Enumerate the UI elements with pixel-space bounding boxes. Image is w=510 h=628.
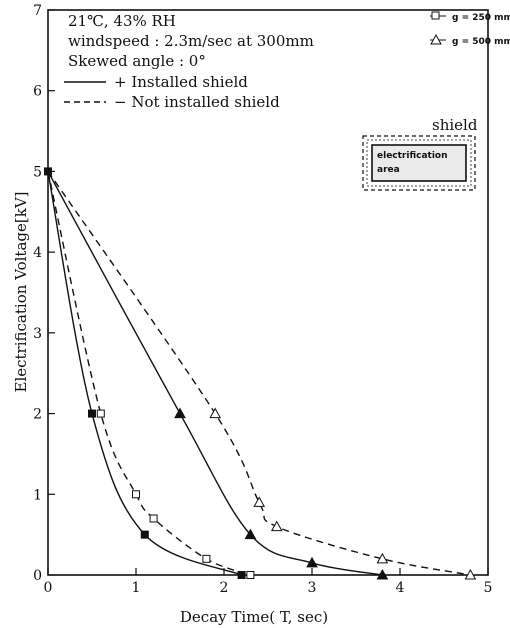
data-point-square (88, 409, 96, 418)
data-point-triangle (376, 568, 389, 580)
data-point-triangle (376, 552, 389, 564)
series-line-1 (47, 171, 251, 576)
markers (44, 167, 477, 580)
inset-shield-inner-outline (366, 139, 472, 187)
open-square-icon (431, 11, 440, 20)
x-tick-label: 2 (220, 580, 229, 596)
data-point-triangle (244, 528, 257, 540)
plot-frame (47, 9, 489, 576)
legend-installed-shield: + Installed shield (114, 73, 248, 91)
data-point-square (202, 554, 211, 563)
data-point-square (246, 571, 255, 579)
data-point-start (44, 167, 52, 176)
data-point-triangle (253, 496, 266, 507)
shield-inset: shield electrification area (362, 116, 478, 191)
legend-g250: g = 250 mm (430, 11, 510, 23)
data-point-triangle (174, 407, 186, 419)
data-point-square (237, 571, 246, 579)
data-point-triangle (209, 407, 222, 419)
legend-g500: g = 500 mm (430, 33, 510, 47)
y-tick-label: 7 (33, 3, 42, 19)
y-tick-label: 6 (33, 84, 42, 100)
x-tick-label: 5 (484, 580, 493, 596)
condition-windspeed: windspeed : 2.3m/sec at 300mm (68, 32, 314, 50)
inset-area-label-line1: electrification (377, 151, 448, 161)
y-tick-label: 3 (33, 326, 42, 342)
legend-not-installed-shield: − Not installed shield (114, 93, 280, 111)
legend-g500-label: g = 500 mm (452, 37, 510, 47)
y-tick-label: 0 (33, 568, 42, 584)
data-point-square (132, 490, 140, 499)
y-tick-label: 1 (33, 487, 42, 503)
series-line-0 (47, 171, 242, 576)
data-point-square (140, 530, 149, 539)
condition-skewed-angle: Skewed angle : 0° (68, 52, 206, 70)
legend-g250-label: g = 250 mm (452, 13, 510, 23)
inset-electrification-area (371, 144, 467, 182)
open-triangle-icon (430, 33, 442, 45)
x-tick-label: 3 (308, 580, 317, 596)
data-point-square (149, 514, 158, 523)
inset-area-label-line2: area (377, 165, 400, 175)
data-point-triangle (306, 556, 318, 568)
ticks: 0 1 2 3 4 5 0 1 2 3 4 5 6 7 (33, 3, 492, 596)
y-axis-label: Electrification Voltage[kV] (12, 191, 30, 392)
data-point-triangle (270, 520, 283, 532)
y-tick-label: 4 (33, 245, 42, 261)
data-point-square (96, 409, 105, 418)
series-line-3 (47, 171, 471, 576)
x-tick-label: 0 (44, 580, 53, 596)
series-line-2 (47, 171, 383, 576)
condition-temperature: 21℃, 43% RH (68, 12, 176, 30)
x-tick-label: 4 (396, 580, 405, 596)
curves (47, 171, 471, 576)
y-tick-label: 2 (33, 407, 42, 423)
data-point-triangle (464, 568, 477, 580)
x-tick-label: 1 (132, 580, 141, 596)
y-tick-label: 5 (33, 164, 42, 180)
x-axis-label: Decay Time( T, sec) (180, 608, 328, 626)
inset-shield-title: shield (432, 116, 478, 134)
inset-shield-outline (362, 135, 476, 191)
